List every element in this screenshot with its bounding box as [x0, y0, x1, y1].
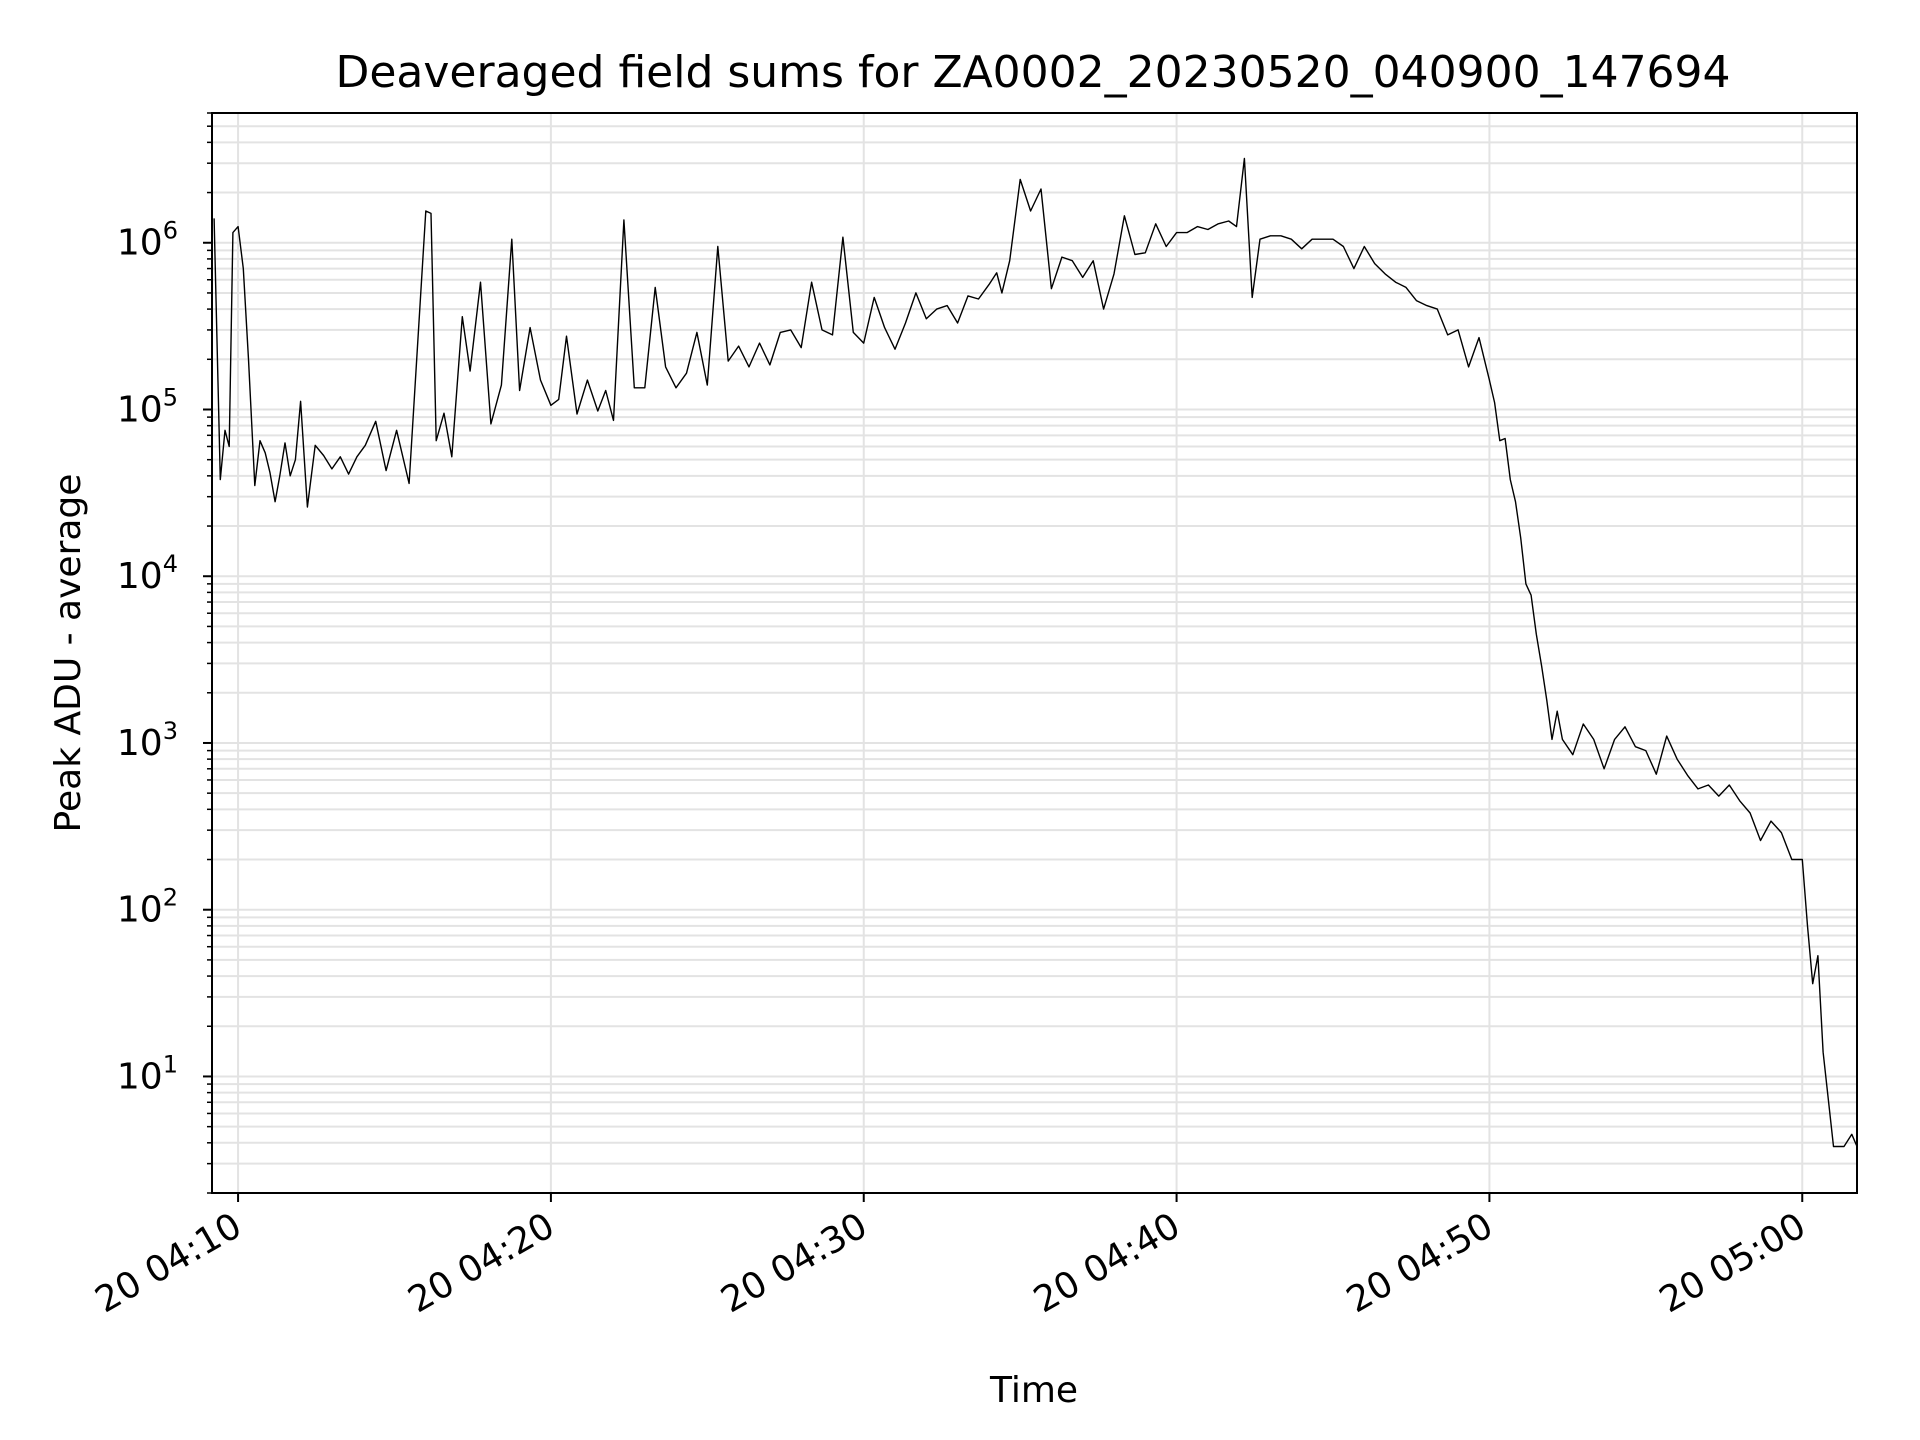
chart-title: Deaveraged field sums for ZA0002_2023052… — [335, 47, 1730, 98]
series-line — [213, 157, 1858, 1148]
plot-frame — [211, 112, 1858, 1194]
y-tick-label: 101 — [117, 1050, 178, 1097]
y-tick-label: 103 — [117, 717, 178, 764]
y-tick-label: 104 — [117, 550, 178, 597]
y-tick-label: 105 — [117, 383, 178, 430]
y-tick-label: 106 — [117, 217, 178, 264]
y-tick-label: 102 — [117, 884, 178, 931]
y-axis-label: Peak ADU - average — [48, 474, 89, 833]
x-axis-label: Time — [989, 1370, 1078, 1411]
plot-data — [213, 157, 1858, 1148]
grid — [212, 112, 1857, 1194]
